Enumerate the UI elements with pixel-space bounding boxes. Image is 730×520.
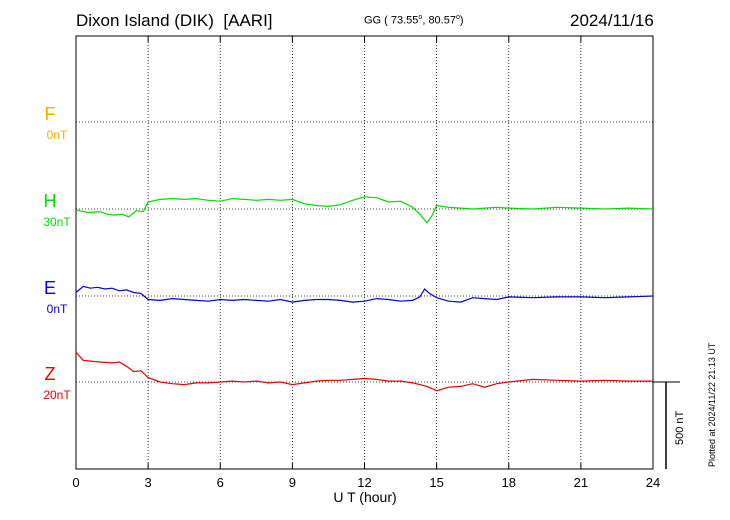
x-tick-label: 6 <box>217 475 224 490</box>
x-tick-label: 21 <box>574 475 588 490</box>
series-baseline-h: 30nT <box>43 215 71 229</box>
coords-lon: , 80.57 <box>422 14 456 27</box>
coords-close: ) <box>459 14 464 27</box>
x-tick-label: 24 <box>646 475 660 490</box>
x-tick-label: 9 <box>289 475 296 490</box>
x-tick-label: 18 <box>502 475 516 490</box>
institute-label: [AARI] <box>223 11 273 30</box>
x-tick-label: 15 <box>429 475 443 490</box>
series-baseline-e: 0nT <box>47 302 68 316</box>
x-tick-label: 12 <box>357 475 371 490</box>
plotted-timestamp: Plotted at 2024/11/22 21:13 UT <box>707 342 717 467</box>
x-axis: 0 3 6 9 12 15 18 21 24 <box>72 36 660 490</box>
series-name-f: F <box>45 104 56 124</box>
x-axis-title: U T (hour) <box>333 489 396 505</box>
series-name-h: H <box>44 191 57 211</box>
series-baseline-f: 0nT <box>47 128 68 142</box>
series-baseline-z: 20nT <box>43 388 71 402</box>
trace-e <box>75 285 654 303</box>
coords-lat: GG ( 73.55 <box>364 14 419 27</box>
x-tick-label: 3 <box>145 475 152 490</box>
scale-bar: 500 nT <box>653 381 686 469</box>
station-title: Dixon Island (DIK) [AARI] <box>76 11 273 31</box>
series-name-z: Z <box>45 364 56 384</box>
plot-date: 2024/11/16 <box>570 11 654 30</box>
x-tick-label: 0 <box>72 475 79 490</box>
grid <box>76 36 653 469</box>
trace-z <box>75 351 653 392</box>
geographic-coordinates: GG ( 73.55o, 80.57o) <box>364 14 464 27</box>
series-labels: F 0nT H 30nT E 0nT Z 20nT <box>43 104 71 402</box>
trace-h <box>75 196 654 224</box>
series-name-e: E <box>44 278 56 298</box>
traces <box>75 196 654 392</box>
scale-bar-label: 500 nT <box>674 410 686 445</box>
station-name: Dixon Island (DIK) <box>76 11 214 30</box>
